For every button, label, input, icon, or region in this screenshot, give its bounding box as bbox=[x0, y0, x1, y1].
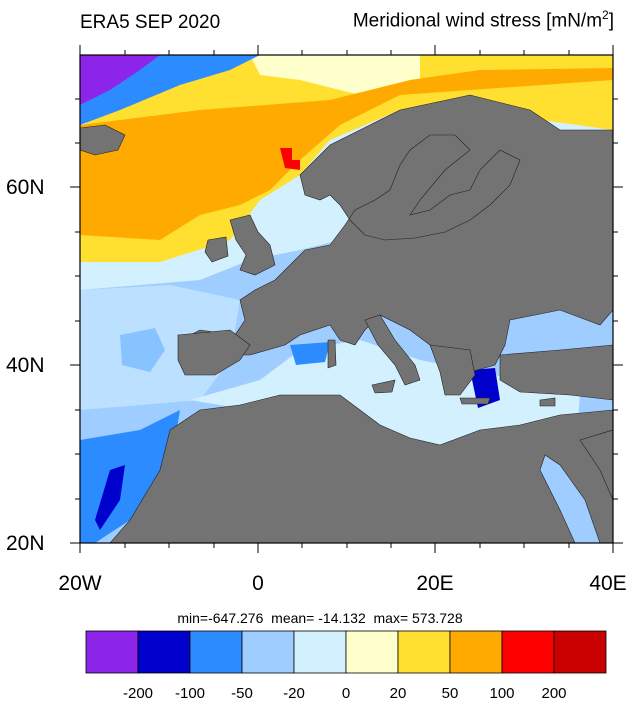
land-britain bbox=[229, 214, 276, 276]
colorbar-swatch bbox=[293, 630, 347, 674]
colorbar-tick-label: -50 bbox=[231, 685, 253, 702]
mediterranean-blue bbox=[290, 342, 330, 365]
lon-label-20w: 20W bbox=[58, 572, 102, 595]
mediterranean-sea bbox=[190, 340, 580, 450]
ocean-pale-atlantic bbox=[80, 285, 240, 410]
axis-ticks bbox=[70, 45, 623, 553]
land-europe bbox=[179, 94, 613, 373]
land-arabia bbox=[579, 429, 613, 501]
ocean-orange-band bbox=[80, 68, 613, 240]
colorbar-tick-label: 100 bbox=[489, 685, 515, 702]
map-title-left: ERA5 SEP 2020 bbox=[80, 12, 221, 33]
colorbar-tick-label: 20 bbox=[389, 685, 407, 702]
land-iberia bbox=[177, 329, 251, 376]
colorbar-swatch bbox=[345, 630, 399, 674]
colorbar-tick-label: -200 bbox=[122, 685, 154, 702]
colorbar-tick-label: 0 bbox=[341, 685, 351, 702]
colorbar-swatch bbox=[85, 630, 139, 674]
land-masses bbox=[80, 94, 613, 543]
land-iceland bbox=[80, 124, 126, 156]
ocean-darkblue-coast bbox=[95, 465, 125, 530]
colorbar-tick-label: 50 bbox=[441, 685, 459, 702]
stats-line: min=-647.276 mean= -14.132 max= 573.728 bbox=[177, 610, 463, 626]
lat-label-20n: 20N bbox=[6, 532, 45, 555]
colorbar-tick-label: 200 bbox=[541, 685, 567, 702]
land-italy bbox=[364, 314, 421, 386]
colorbar-tick-label: -100 bbox=[174, 685, 206, 702]
colorbar bbox=[85, 630, 607, 674]
red-sea bbox=[545, 455, 605, 543]
colorbar-tick-label: -20 bbox=[283, 685, 305, 702]
ocean-red-spot bbox=[280, 148, 300, 170]
land-sicily bbox=[371, 379, 396, 394]
lat-label-40n: 40N bbox=[6, 354, 45, 377]
ocean-purple-northwest bbox=[80, 55, 160, 105]
land-corsica bbox=[327, 339, 337, 369]
ocean-paleyellow-band bbox=[250, 55, 420, 95]
colorbar-swatch bbox=[501, 630, 555, 674]
colorbar-swatch bbox=[449, 630, 503, 674]
colorbar-swatch bbox=[137, 630, 191, 674]
colorbar-swatch bbox=[397, 630, 451, 674]
lon-label-40e: 40E bbox=[589, 572, 627, 595]
lon-label-20e: 20E bbox=[416, 572, 454, 595]
lat-label-60n: 60N bbox=[6, 176, 45, 199]
land-greece bbox=[429, 344, 476, 396]
map-title-right: Meridional wind stress [mN/m2] bbox=[352, 8, 614, 32]
lon-label-0: 0 bbox=[252, 572, 264, 595]
land-ireland bbox=[204, 236, 229, 263]
land-turkey bbox=[499, 344, 613, 401]
land-cyprus bbox=[539, 397, 556, 407]
colorbar-swatch bbox=[553, 630, 607, 674]
colorbar-swatch bbox=[189, 630, 243, 674]
colorbar-swatch bbox=[241, 630, 295, 674]
land-crete bbox=[459, 397, 491, 405]
land-africa bbox=[109, 394, 613, 543]
